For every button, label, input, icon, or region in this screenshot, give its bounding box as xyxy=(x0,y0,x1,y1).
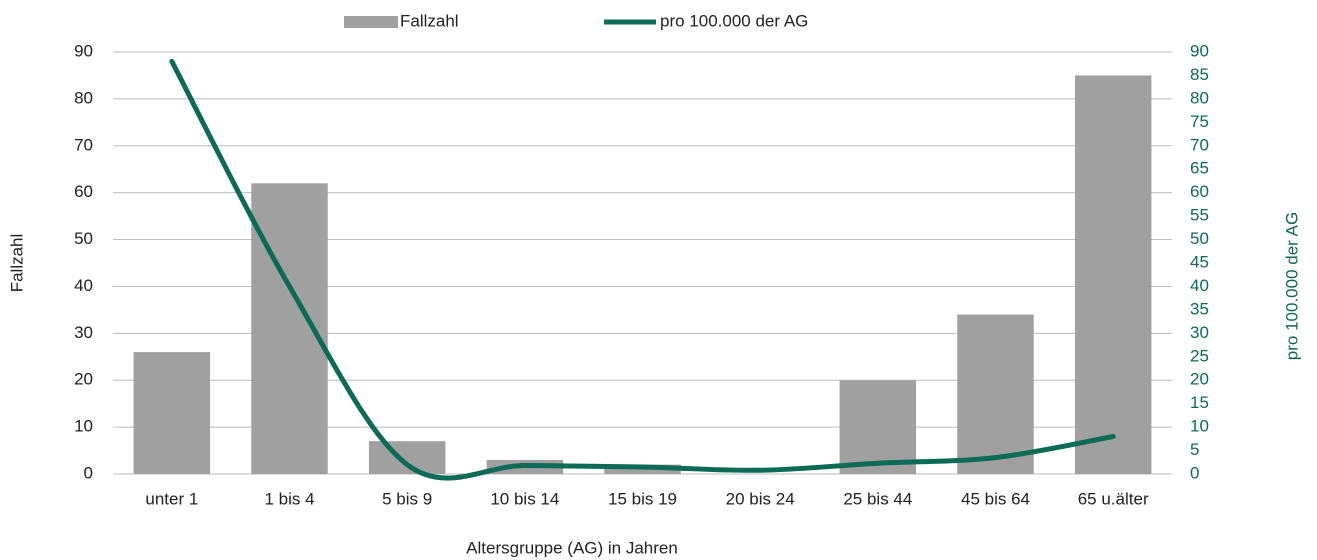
y2-tick-label: 90 xyxy=(1190,41,1209,60)
bar xyxy=(368,441,446,474)
x-tick-label: unter 1 xyxy=(145,489,198,508)
y2-tick-label: 40 xyxy=(1190,276,1209,295)
y-tick-label: 90 xyxy=(74,41,93,60)
y2-tick-label: 45 xyxy=(1190,252,1209,271)
y2-tick-label: 30 xyxy=(1190,323,1209,342)
y-tick-label: 80 xyxy=(74,88,93,107)
x-tick-label: 20 bis 24 xyxy=(726,489,795,508)
y2-tick-label: 55 xyxy=(1190,206,1209,225)
bar xyxy=(133,352,211,474)
line xyxy=(169,58,1116,481)
y2-tick-label: 20 xyxy=(1190,370,1209,389)
bar xyxy=(839,380,917,474)
bar xyxy=(957,314,1034,474)
y-tick-label: 0 xyxy=(84,463,93,482)
y2-tick-label: 60 xyxy=(1190,182,1209,201)
y-tick-label: 40 xyxy=(74,276,93,295)
x-tick-label: 15 bis 19 xyxy=(608,489,677,508)
y2-tick-label: 50 xyxy=(1190,229,1209,248)
legend-label: Fallzahl xyxy=(400,11,459,30)
y-axis-title: Fallzahl xyxy=(7,234,26,293)
x-tick-label: 65 u.älter xyxy=(1078,489,1149,508)
y2-tick-label: 25 xyxy=(1190,346,1209,365)
y2-tick-label: 0 xyxy=(1190,463,1199,482)
legend-label: pro 100.000 der AG xyxy=(660,11,808,30)
x-tick-label: 1 bis 4 xyxy=(264,489,314,508)
y2-tick-label: 15 xyxy=(1190,393,1209,412)
x-axis-title: Altersgruppe (AG) in Jahren xyxy=(466,538,678,557)
y-tick-label: 50 xyxy=(74,229,93,248)
y2-tick-label: 65 xyxy=(1190,159,1209,178)
y2-tick-label: 85 xyxy=(1190,65,1209,84)
y2-tick-label: 5 xyxy=(1190,440,1199,459)
x-tick-label: 45 bis 64 xyxy=(961,489,1030,508)
y-tick-label: 10 xyxy=(74,417,93,436)
y2-axis-title: pro 100.000 der AG xyxy=(1282,212,1301,360)
x-tick-label: 5 bis 9 xyxy=(382,489,432,508)
y2-tick-label: 10 xyxy=(1190,417,1209,436)
x-tick-label: 10 bis 14 xyxy=(490,489,559,508)
y2-tick-label: 35 xyxy=(1190,299,1209,318)
y-tick-label: 30 xyxy=(74,323,93,342)
y2-tick-label: 80 xyxy=(1190,88,1209,107)
y-tick-label: 60 xyxy=(74,182,93,201)
x-tick-label: 25 bis 44 xyxy=(843,489,912,508)
y2-tick-label: 75 xyxy=(1190,112,1209,131)
bar xyxy=(1074,75,1152,474)
legend-swatch xyxy=(344,16,398,28)
y-tick-label: 70 xyxy=(74,135,93,154)
y2-tick-label: 70 xyxy=(1190,135,1209,154)
y-tick-label: 20 xyxy=(74,370,93,389)
